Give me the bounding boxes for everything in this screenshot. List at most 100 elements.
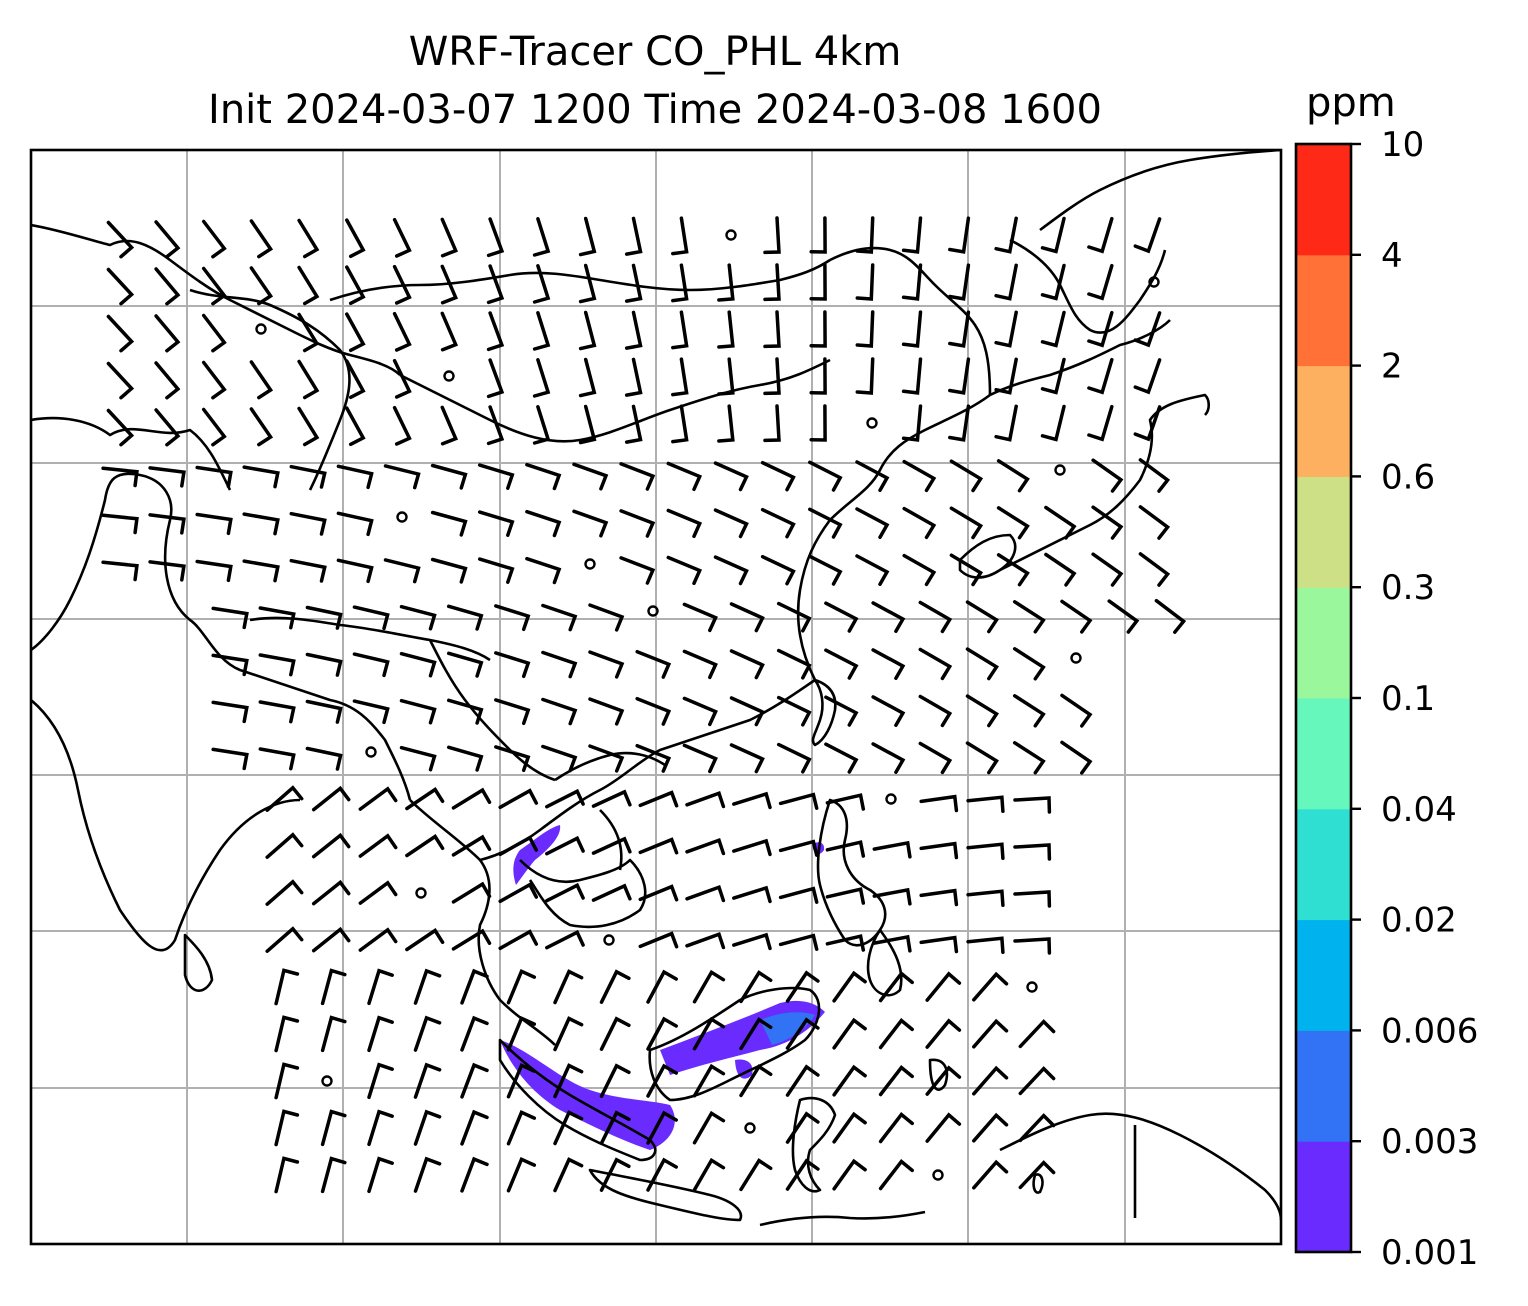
wind-barb <box>477 510 515 537</box>
coast-java <box>588 1168 743 1222</box>
wind-barb <box>320 1109 347 1147</box>
wind-barb <box>578 357 597 398</box>
wind-barb <box>778 839 819 857</box>
wind-barb <box>201 266 227 306</box>
wind-barb <box>1087 263 1114 301</box>
wind-barb <box>878 1111 914 1144</box>
wind-barb <box>739 970 773 1004</box>
wind-barb <box>572 462 609 491</box>
wind-barb <box>599 1110 631 1145</box>
wind-barb <box>949 459 984 493</box>
wind-barb <box>994 310 1018 348</box>
wind-barb <box>1138 458 1171 493</box>
calm-wind-marker <box>1148 276 1160 288</box>
wind-barb <box>486 358 505 399</box>
wind-barb <box>1012 741 1046 775</box>
colorbar-tick-label: 0.02 <box>1381 901 1457 941</box>
wind-barb <box>994 216 1018 254</box>
wind-barb <box>948 263 971 301</box>
wind-barb <box>154 408 181 447</box>
wind-barb <box>1138 552 1171 587</box>
wind-barb <box>525 509 562 538</box>
wind-barb <box>460 968 489 1005</box>
calm-wind-marker <box>744 1122 756 1134</box>
wind-barb <box>486 311 505 352</box>
coast-gulf-thailand <box>519 858 647 929</box>
wind-barb <box>692 969 726 1004</box>
wind-barb <box>405 787 445 811</box>
wind-barb <box>1087 404 1114 442</box>
wind-barb <box>541 603 578 632</box>
wind-barb <box>832 1017 867 1050</box>
wind-barb <box>809 310 827 348</box>
wind-barb <box>760 460 796 492</box>
wind-barb <box>399 604 437 631</box>
wind-barb <box>1060 740 1093 775</box>
border-myanmar-china <box>428 639 556 782</box>
coast-korea-yellow-sea <box>989 319 1171 397</box>
wind-barb <box>646 969 678 1004</box>
colorbar-tick-label: 4 <box>1381 236 1403 276</box>
wind-barb <box>855 460 890 492</box>
wind-barb <box>578 263 597 304</box>
colorbar-band <box>1296 698 1351 810</box>
coast-luzon <box>816 798 887 947</box>
wind-barb <box>901 404 923 442</box>
wind-barb <box>599 1157 631 1192</box>
wind-barb <box>297 265 320 306</box>
wind-barb <box>624 357 643 397</box>
wind-barb <box>289 511 327 536</box>
wind-barb <box>855 507 890 539</box>
wind-barb <box>692 1016 726 1051</box>
wind-barb <box>265 832 304 859</box>
wind-barb <box>901 216 923 254</box>
coast-borneo <box>648 986 821 1102</box>
wind-barb <box>685 837 726 856</box>
wind-barb <box>258 606 296 630</box>
wind-barb <box>855 263 875 301</box>
wind-barb <box>972 1065 1009 1096</box>
wind-barb <box>717 404 735 443</box>
wind-barb <box>265 879 304 906</box>
wind-barb <box>297 218 320 259</box>
wind-barb <box>872 934 912 953</box>
wind-barb <box>666 461 703 492</box>
wind-barb <box>776 648 812 680</box>
wind-barb <box>619 509 656 538</box>
wind-barb <box>925 1112 962 1143</box>
wind-barb <box>692 1063 726 1098</box>
wind-barb <box>588 697 625 726</box>
wind-barb <box>732 838 772 857</box>
wind-barb <box>682 743 718 774</box>
wind-barb <box>430 510 468 537</box>
wind-barb <box>545 788 585 809</box>
wind-barb <box>345 406 366 447</box>
colorbar-tick-label: 0.3 <box>1381 568 1435 608</box>
wind-barb <box>638 837 679 855</box>
wind-barb <box>367 1156 394 1194</box>
wind-barb <box>311 832 351 859</box>
calm-wind-marker <box>255 323 267 335</box>
wind-barb <box>996 506 1030 540</box>
wind-barb <box>451 928 492 951</box>
wind-barb <box>1013 796 1052 814</box>
wind-barb <box>305 652 343 677</box>
coast-lesser-sunda <box>759 1210 926 1227</box>
wind-barb <box>739 1017 773 1051</box>
wind-barb <box>336 558 374 584</box>
wind-barb <box>671 310 689 350</box>
wind-barb <box>541 744 578 773</box>
wind-barb <box>902 506 937 540</box>
wind-barb <box>717 310 735 349</box>
wind-barb <box>498 788 539 810</box>
chart-title: WRF-Tracer CO_PHL 4km <box>408 29 902 75</box>
wind-barb <box>477 463 515 490</box>
wind-barb <box>258 653 296 677</box>
wind-barb <box>809 357 827 395</box>
wind-barb <box>809 263 827 301</box>
wind-barb <box>1133 217 1162 254</box>
wind-barb <box>972 1159 1009 1190</box>
wind-barb <box>763 263 781 302</box>
wind-barb <box>918 694 953 728</box>
wind-barb <box>855 357 875 395</box>
